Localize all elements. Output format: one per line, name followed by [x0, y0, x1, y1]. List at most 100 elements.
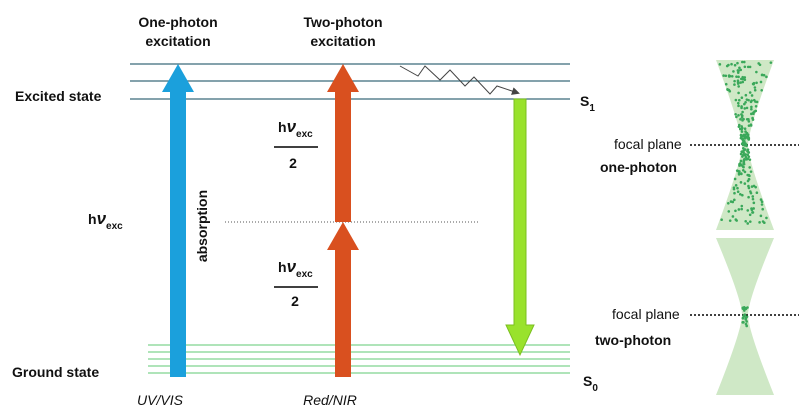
fluorescence-dot	[737, 85, 740, 88]
fluorescence-dot	[729, 200, 733, 203]
fluorescence-dot	[739, 152, 743, 156]
fluorescence-dot	[740, 113, 743, 116]
fluorescence-dot	[746, 148, 750, 151]
fluorescence-dot	[740, 106, 743, 110]
fluorescence-dot	[769, 61, 773, 64]
fluorescence-dot	[740, 125, 743, 128]
fluorescence-dot	[743, 76, 747, 79]
fluorescence-dot	[737, 104, 740, 108]
fluorescence-dot	[746, 153, 749, 157]
fluorescence-dot	[737, 208, 741, 211]
nu: ν	[287, 117, 297, 136]
fluorescence-dot	[733, 79, 736, 83]
fluorescence-dot	[742, 117, 745, 121]
absorption-label: absorption	[194, 190, 210, 262]
fluorescence-dot	[750, 105, 753, 109]
fluorescence-dot	[736, 79, 740, 83]
fluorescence-dot	[748, 65, 752, 69]
fluorescence-dot	[759, 214, 763, 218]
denominator: 2	[291, 293, 299, 309]
h: h	[88, 211, 97, 227]
fluorescence-dot	[751, 211, 755, 214]
fluorescence-dot	[758, 63, 762, 67]
subscript: exc	[296, 129, 313, 140]
fluorescence-dot	[718, 63, 722, 66]
subscript: exc	[106, 221, 123, 232]
fluorescence-dot	[752, 184, 756, 188]
fluorescence-dot	[753, 86, 757, 89]
fluorescence-dot	[736, 101, 740, 105]
fluorescence-dot	[734, 112, 737, 116]
fluorescence-dot	[743, 102, 746, 106]
fluorescence-dot	[749, 170, 753, 173]
fluorescence-dot	[755, 70, 758, 74]
fluorescence-dot	[733, 177, 737, 181]
fluorescence-dot	[741, 316, 745, 320]
fluorescence-dot	[736, 82, 740, 85]
fluorescence-dot	[730, 62, 733, 66]
fluorescence-dot	[739, 159, 743, 163]
fluorescence-dot	[739, 162, 742, 165]
fluorescence-dot	[724, 74, 728, 78]
fluorescence-dot	[744, 306, 747, 310]
fluorescence-dot	[732, 187, 736, 191]
fluorescence-dot	[749, 100, 753, 104]
level-label: Ground state	[12, 364, 99, 380]
column-title: Two-photon	[303, 14, 382, 30]
fluorescence-dot	[739, 181, 743, 184]
denominator: 2	[289, 155, 297, 171]
fluorescence-dot	[737, 75, 740, 79]
fluorescence-dot	[727, 63, 730, 67]
energy-label: hνexc	[278, 117, 313, 140]
fluorescence-dot	[754, 109, 758, 113]
fluorescence-dot	[738, 170, 741, 173]
fluorescence-dot	[737, 123, 741, 127]
red-arrow-upper	[327, 64, 359, 222]
fluorescence-dot	[737, 91, 740, 95]
fluorescence-dot	[752, 98, 756, 102]
fluorescence-dot	[744, 93, 748, 97]
fluorescence-dot	[743, 137, 747, 140]
fluorescence-dot	[747, 151, 751, 154]
relaxation	[399, 65, 520, 95]
nu: ν	[287, 257, 297, 276]
state-symbol: S0	[583, 373, 598, 394]
fluorescence-dot	[751, 195, 755, 198]
fluorescence-dot	[747, 177, 751, 181]
fluorescence-dot	[745, 131, 749, 135]
fluorescence-dot	[741, 137, 745, 141]
symbol: S	[580, 93, 589, 109]
fluorescence-dot	[737, 98, 741, 102]
fluorescence-dot	[743, 170, 747, 174]
fluorescence-dot	[740, 116, 744, 119]
fluorescence-dot	[759, 198, 763, 201]
fluorescence-dot	[752, 201, 756, 205]
fluorescence-dot	[734, 218, 738, 221]
fluorescence-dot	[741, 110, 744, 114]
fluorescence-dot	[737, 113, 740, 117]
h: h	[278, 119, 287, 135]
fluorescence-dot	[737, 173, 741, 176]
fluorescence-dot	[727, 210, 731, 213]
fluorescence-dot	[750, 107, 753, 111]
fluorescence-dot	[743, 148, 747, 151]
fluorescence-dot	[736, 61, 739, 65]
fluorescence-dot	[720, 218, 723, 221]
fluorescence-dot	[748, 91, 752, 94]
fluorescence-dot	[735, 169, 739, 172]
fluorescence-dot	[726, 201, 730, 205]
fluorescence-dot	[755, 191, 759, 194]
subscript: 0	[592, 383, 598, 394]
fluorescence-dot	[760, 88, 764, 92]
fluorescence-dot	[739, 136, 743, 140]
fluorescence-dot	[760, 73, 764, 77]
fluorescence-dot	[742, 146, 745, 150]
fluorescence-dot	[741, 77, 745, 81]
fluorescence-dot	[733, 191, 736, 195]
fluorescence-dot	[747, 118, 750, 121]
fluorescence-dot	[747, 124, 751, 127]
fluorescence-dot	[746, 65, 750, 69]
fluorescence-dot	[758, 221, 761, 224]
fluorescence-dot	[750, 207, 753, 210]
fluorescence-dot	[747, 155, 751, 158]
